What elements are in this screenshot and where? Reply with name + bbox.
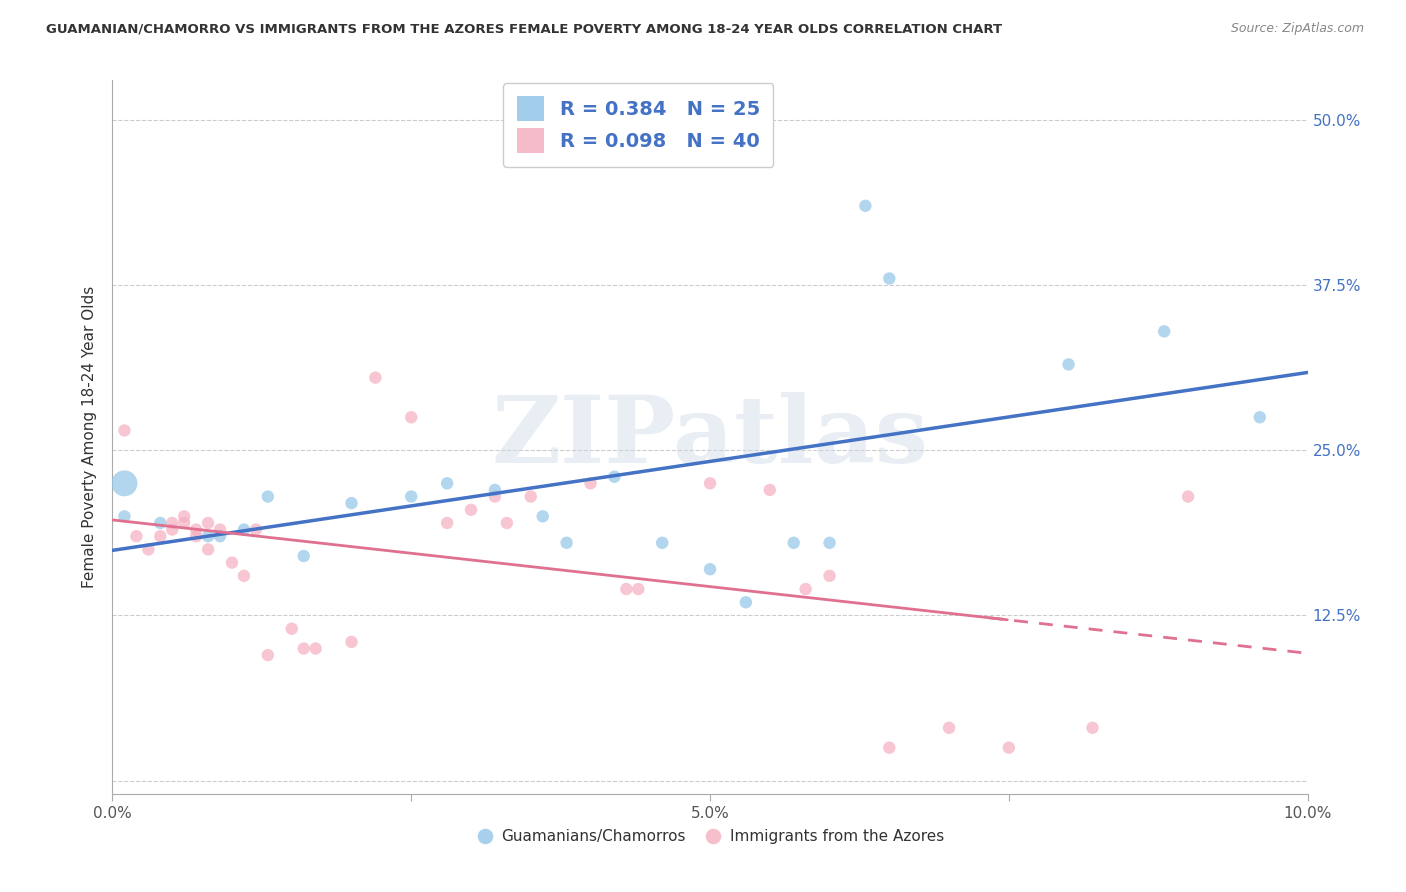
Point xyxy=(735,595,758,609)
Point xyxy=(484,490,506,504)
Text: Source: ZipAtlas.com: Source: ZipAtlas.com xyxy=(1230,22,1364,36)
Point xyxy=(233,523,256,537)
Point xyxy=(938,721,960,735)
Point xyxy=(149,529,172,543)
Point xyxy=(149,516,172,530)
Point xyxy=(855,199,877,213)
Point xyxy=(879,271,901,285)
Legend: Guamanians/Chamorros, Immigrants from the Azores: Guamanians/Chamorros, Immigrants from th… xyxy=(470,823,950,850)
Point xyxy=(209,523,232,537)
Point xyxy=(699,476,721,491)
Point xyxy=(1177,490,1199,504)
Point xyxy=(496,516,519,530)
Point xyxy=(603,469,626,483)
Point xyxy=(484,483,506,497)
Point xyxy=(436,516,458,530)
Point xyxy=(125,529,148,543)
Point xyxy=(340,496,363,510)
Point xyxy=(879,740,901,755)
Point xyxy=(818,569,841,583)
Point xyxy=(627,582,650,596)
Point xyxy=(245,523,267,537)
Point xyxy=(186,529,208,543)
Point xyxy=(531,509,554,524)
Point xyxy=(1153,324,1175,338)
Point xyxy=(555,536,578,550)
Point xyxy=(292,641,315,656)
Point xyxy=(114,476,135,491)
Point xyxy=(197,542,219,557)
Point xyxy=(162,516,183,530)
Point xyxy=(197,529,219,543)
Point xyxy=(651,536,673,550)
Point xyxy=(114,424,135,438)
Point xyxy=(759,483,782,497)
Point xyxy=(173,516,195,530)
Point xyxy=(221,556,243,570)
Point xyxy=(436,476,458,491)
Point xyxy=(998,740,1021,755)
Point xyxy=(364,370,387,384)
Point xyxy=(1081,721,1104,735)
Point xyxy=(233,569,256,583)
Point xyxy=(520,490,543,504)
Point xyxy=(114,509,135,524)
Point xyxy=(1249,410,1271,425)
Point xyxy=(257,648,280,662)
Point xyxy=(401,410,423,425)
Point xyxy=(173,509,195,524)
Point xyxy=(340,635,363,649)
Text: ZIPatlas: ZIPatlas xyxy=(492,392,928,482)
Point xyxy=(138,542,160,557)
Point xyxy=(401,490,423,504)
Y-axis label: Female Poverty Among 18-24 Year Olds: Female Poverty Among 18-24 Year Olds xyxy=(82,286,97,588)
Point xyxy=(305,641,328,656)
Point xyxy=(197,516,219,530)
Point xyxy=(281,622,304,636)
Point xyxy=(460,502,482,516)
Point xyxy=(579,476,602,491)
Point xyxy=(783,536,806,550)
Point xyxy=(292,549,315,563)
Point xyxy=(699,562,721,576)
Point xyxy=(186,523,208,537)
Point xyxy=(818,536,841,550)
Point xyxy=(209,529,232,543)
Point xyxy=(162,523,183,537)
Point xyxy=(257,490,280,504)
Point xyxy=(1057,358,1080,372)
Point xyxy=(616,582,638,596)
Text: GUAMANIAN/CHAMORRO VS IMMIGRANTS FROM THE AZORES FEMALE POVERTY AMONG 18-24 YEAR: GUAMANIAN/CHAMORRO VS IMMIGRANTS FROM TH… xyxy=(46,22,1002,36)
Point xyxy=(794,582,817,596)
